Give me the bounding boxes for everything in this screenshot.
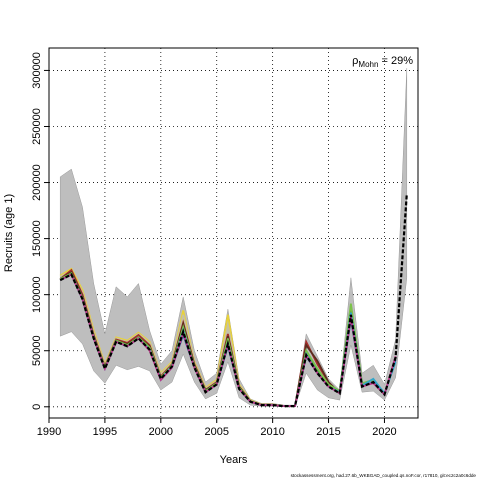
x-tick-label: 1990: [37, 426, 61, 438]
x-tick-label: 2000: [149, 426, 173, 438]
x-tick-label: 1995: [93, 426, 117, 438]
x-axis: 1990 1995 2000 2005 2010 2015 2020: [37, 417, 397, 438]
y-tick-label: 100000: [31, 276, 43, 313]
footer-caption: stockassessment.org, had.27.6b_WKBGAD_co…: [291, 473, 477, 478]
rho-value: = 29%: [378, 55, 413, 67]
y-tick-label: 200000: [31, 164, 43, 201]
y-axis-label: Recruits (age 1): [3, 194, 15, 272]
y-tick-label: 300000: [31, 52, 43, 89]
y-tick-label: 0: [31, 404, 43, 410]
y-tick-label: 250000: [31, 108, 43, 145]
x-axis-label: Years: [220, 454, 248, 466]
rho-subscript: Mohn: [358, 60, 378, 69]
series-line-estimate: [59, 193, 408, 408]
series-lines: [59, 193, 408, 408]
x-tick-label: 2010: [260, 426, 284, 438]
rho-symbol: ρ: [352, 55, 358, 67]
x-tick-label: 2005: [204, 426, 228, 438]
y-tick-label: 50000: [31, 335, 43, 366]
x-tick-label: 2020: [372, 426, 396, 438]
y-tick-label: 150000: [31, 220, 43, 257]
confidence-band: [59, 68, 408, 408]
mohn-rho-annotation: ρMohn = 29%: [352, 55, 413, 69]
x-tick-label: 2015: [316, 426, 340, 438]
y-axis: 0 50000 100000 150000 200000 250000 300000: [31, 52, 50, 410]
